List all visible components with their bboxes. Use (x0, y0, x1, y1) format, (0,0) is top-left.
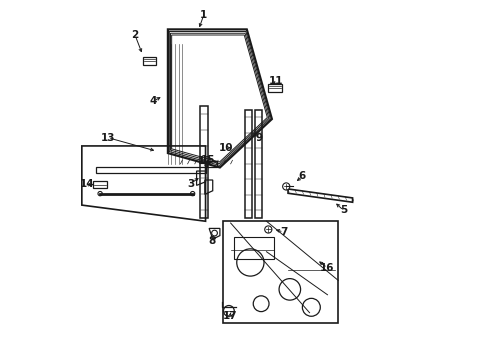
Text: 11: 11 (270, 76, 284, 86)
Text: 3: 3 (187, 179, 194, 189)
Circle shape (98, 192, 102, 196)
Circle shape (223, 306, 234, 316)
Bar (207, 161, 218, 167)
Circle shape (265, 226, 272, 233)
Text: 1: 1 (200, 10, 207, 20)
Text: 5: 5 (340, 206, 347, 216)
Bar (245, 110, 252, 218)
Text: 17: 17 (222, 311, 237, 321)
Bar (255, 110, 262, 218)
Bar (200, 107, 208, 218)
Circle shape (191, 192, 195, 196)
Text: 4: 4 (150, 96, 157, 106)
Text: 2: 2 (131, 30, 139, 40)
Text: 12: 12 (197, 156, 212, 166)
Text: 7: 7 (280, 227, 288, 237)
Bar (143, 57, 156, 65)
Text: 16: 16 (320, 263, 335, 273)
Text: 6: 6 (299, 171, 306, 181)
Text: 15: 15 (201, 155, 216, 165)
Bar (93, 181, 107, 188)
Bar (269, 84, 282, 92)
Text: 14: 14 (80, 179, 95, 189)
Text: 9: 9 (256, 133, 263, 143)
Text: 10: 10 (219, 143, 234, 153)
Text: 13: 13 (101, 133, 115, 143)
Text: 8: 8 (208, 236, 216, 246)
Circle shape (283, 183, 290, 190)
Circle shape (212, 230, 218, 236)
